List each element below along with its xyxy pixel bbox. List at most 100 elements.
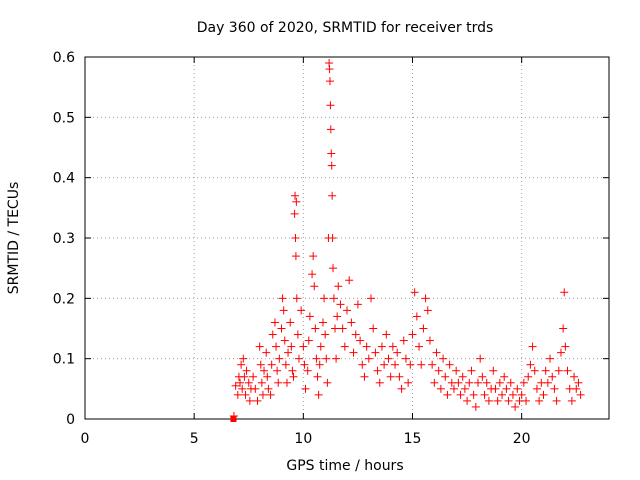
data-point — [574, 378, 583, 387]
data-point — [328, 234, 337, 242]
data-point — [441, 372, 450, 381]
data-point — [410, 288, 419, 297]
data-point — [404, 378, 413, 387]
data-point — [480, 390, 489, 399]
data-point — [508, 390, 517, 399]
data-point — [478, 372, 487, 381]
data-point — [345, 276, 354, 285]
data-point — [371, 348, 380, 357]
data-points — [229, 59, 585, 422]
data-point — [535, 396, 544, 405]
data-point — [576, 390, 585, 399]
data-point — [266, 390, 275, 399]
data-point — [262, 348, 271, 357]
data-point — [417, 360, 426, 369]
data-point — [362, 342, 371, 351]
data-point — [399, 336, 408, 345]
data-point — [329, 264, 338, 273]
data-point — [559, 324, 568, 333]
data-point — [460, 384, 469, 393]
data-point — [237, 360, 246, 369]
data-point — [380, 360, 389, 369]
y-tick-label: 0.2 — [53, 291, 75, 307]
data-point — [305, 312, 314, 321]
data-point — [327, 161, 336, 170]
data-point — [511, 402, 520, 411]
data-point — [303, 366, 312, 375]
data-point — [377, 342, 386, 351]
data-point — [297, 306, 306, 315]
data-point — [360, 372, 369, 381]
data-point — [445, 360, 454, 369]
data-point — [375, 378, 384, 387]
data-point — [489, 366, 498, 375]
data-point — [349, 348, 358, 357]
data-point — [465, 378, 474, 387]
data-point — [391, 360, 400, 369]
data-point — [326, 101, 335, 110]
data-point — [532, 384, 541, 393]
data-point — [476, 354, 485, 363]
data-point — [291, 252, 300, 261]
data-point — [251, 384, 260, 393]
data-point — [506, 378, 515, 387]
data-point — [436, 384, 445, 393]
data-point — [332, 354, 341, 363]
data-point — [293, 330, 302, 339]
data-point — [340, 342, 349, 351]
x-tick-label: 5 — [190, 431, 199, 447]
data-point — [294, 354, 303, 363]
axis-ticks: 0 0.1 0.2 0.3 0.4 0.5 0.6 0 5 10 15 20 — [53, 50, 609, 447]
data-point — [552, 396, 561, 405]
data-point — [425, 336, 434, 345]
data-point — [356, 336, 365, 345]
data-point — [242, 366, 251, 375]
data-point — [432, 348, 441, 357]
data-point — [522, 396, 531, 405]
data-point — [309, 252, 318, 261]
data-point — [530, 366, 539, 375]
data-point — [570, 372, 579, 381]
data-point — [556, 348, 565, 357]
data-point — [292, 197, 301, 206]
data-point — [351, 330, 360, 339]
data-point — [316, 342, 325, 351]
data-point — [567, 396, 576, 405]
data-point — [279, 306, 288, 315]
data-point — [474, 378, 482, 387]
data-point — [452, 366, 461, 375]
data-point — [253, 396, 262, 405]
y-tick-label: 0.5 — [53, 110, 75, 126]
data-point — [484, 396, 493, 405]
data-point — [401, 354, 410, 363]
data-point — [419, 324, 428, 333]
data-point — [439, 354, 448, 363]
data-point — [291, 234, 300, 242]
y-tick-label: 0 — [66, 412, 75, 428]
data-point — [454, 378, 463, 387]
data-point — [292, 294, 301, 303]
data-point — [563, 366, 572, 375]
data-point — [500, 372, 509, 381]
x-tick-label: 0 — [81, 431, 90, 447]
data-point — [239, 354, 248, 363]
data-point — [388, 342, 397, 351]
data-point — [278, 294, 287, 303]
data-point — [281, 360, 290, 369]
data-point — [443, 390, 452, 399]
data-point — [491, 384, 500, 393]
data-point — [256, 360, 265, 369]
data-point — [291, 191, 300, 200]
y-tick-label: 0.6 — [53, 50, 75, 66]
data-point — [322, 354, 331, 363]
data-point — [517, 390, 526, 399]
data-point — [513, 384, 522, 393]
data-point — [493, 396, 502, 405]
data-point — [245, 396, 254, 405]
data-point — [347, 318, 356, 327]
data-point — [382, 330, 391, 339]
data-point — [463, 396, 472, 405]
data-point — [543, 378, 552, 387]
data-point — [541, 366, 550, 375]
data-point — [428, 360, 437, 369]
